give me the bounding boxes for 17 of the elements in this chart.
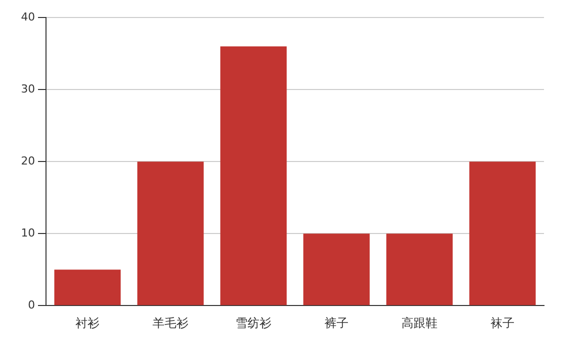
bar	[137, 162, 204, 306]
x-tick-label: 高跟鞋	[402, 316, 438, 330]
bar	[220, 46, 287, 306]
y-tick-label: 10	[20, 226, 35, 240]
y-tick-label: 40	[20, 10, 35, 24]
y-tick-label: 30	[20, 82, 35, 96]
x-tick-label: 雪纺衫	[236, 316, 272, 330]
bar	[54, 270, 121, 306]
bar	[303, 234, 370, 306]
x-tick-label: 裤子	[324, 316, 348, 330]
y-tick-label: 20	[20, 154, 35, 168]
y-tick-label: 0	[28, 298, 35, 312]
x-tick-label: 袜子	[490, 316, 514, 330]
bar	[386, 234, 453, 306]
x-tick-label: 羊毛衫	[152, 316, 188, 330]
x-tick-label: 衬衫	[75, 316, 100, 330]
bar	[469, 162, 536, 306]
